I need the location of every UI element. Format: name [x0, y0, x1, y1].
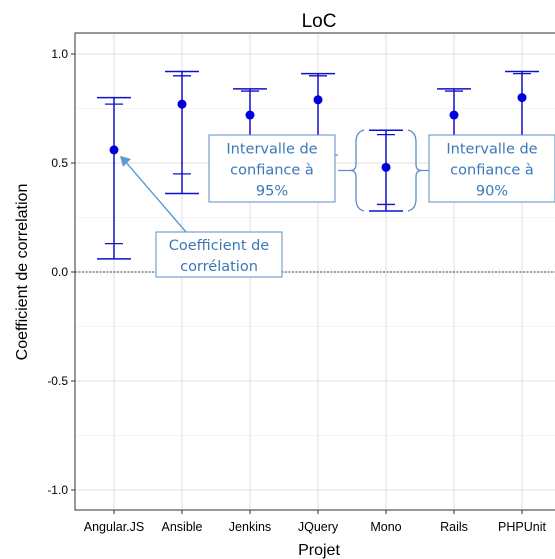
x-tick-label: Angular.JS — [84, 520, 144, 534]
coefficient-point — [245, 110, 255, 120]
callout-coefficient-line: corrélation — [180, 259, 258, 275]
x-tick-label: Ansible — [162, 520, 203, 534]
callout-coefficient: Coefficient de corrélation — [155, 231, 283, 278]
callout-ci95-line: 95% — [256, 183, 288, 199]
coefficient-point — [177, 99, 187, 109]
coefficient-point — [381, 162, 391, 172]
x-tick-label: JQuery — [298, 520, 339, 534]
y-tick-label: 0.5 — [51, 156, 68, 170]
right-brace-icon — [407, 129, 423, 212]
x-tick-label: Mono — [370, 520, 401, 534]
y-axis-label: Coefficient de correlation — [14, 184, 31, 361]
y-axis-ticks: -1.0 -0.5 0.0 0.5 1.0 — [47, 47, 75, 497]
callout-ci95-line: confiance à — [230, 162, 314, 178]
callout-ci90-box — [428, 134, 555, 203]
y-tick-label: 1.0 — [51, 47, 68, 61]
x-tick-label: Rails — [440, 520, 468, 534]
x-tick-label: Jenkins — [229, 520, 271, 534]
callout-ci90-line: Intervalle de — [446, 141, 537, 157]
callout-ci95: Intervalle de confiance à 95% — [208, 134, 336, 203]
coefficient-point — [109, 145, 119, 155]
coefficient-point — [313, 95, 323, 105]
annotations: Coefficient de corrélation Intervalle de co… — [120, 129, 555, 278]
x-tick-label: PHPUnit — [498, 520, 546, 534]
callout-ci95-box — [208, 134, 336, 203]
callout-ci95-line: Intervalle de — [226, 141, 317, 157]
chart-title: LoC — [302, 11, 337, 32]
left-brace-icon — [349, 129, 365, 212]
callout-coefficient-box — [155, 231, 283, 278]
x-axis-ticks: Angular.JS Ansible Jenkins JQuery Mono Rails P… — [84, 510, 546, 534]
callout-ci90: Intervalle de confiance à 90% — [428, 134, 555, 203]
coefficient-point — [449, 110, 459, 120]
callout-coefficient-line: Coefficient de — [169, 238, 270, 254]
y-tick-label: -0.5 — [47, 374, 68, 388]
y-tick-label: -1.0 — [47, 483, 68, 497]
coefficient-point — [517, 93, 527, 103]
error-bar-group — [369, 129, 403, 212]
error-bar-group — [97, 96, 131, 260]
callout-coefficient-arrow — [123, 159, 187, 233]
callout-ci90-line: confiance à — [450, 162, 534, 178]
panel-border — [74, 32, 555, 511]
error-bar-group — [165, 70, 199, 195]
y-tick-label: 0.0 — [51, 265, 68, 279]
x-axis-label: Projet — [298, 542, 340, 559]
arrow-head-icon — [120, 155, 131, 167]
callout-ci90-line: 90% — [476, 183, 508, 199]
